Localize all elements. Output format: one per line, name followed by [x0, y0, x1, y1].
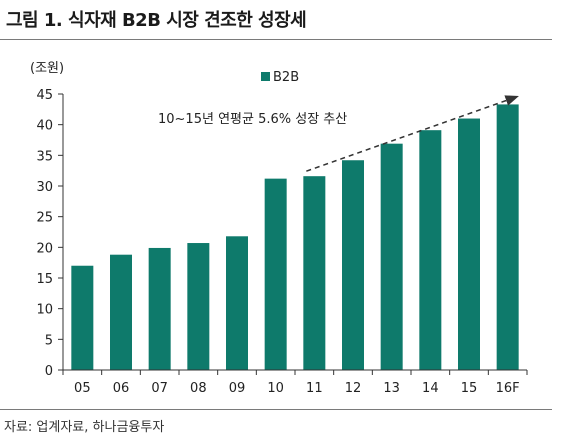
- bottom-rule: [0, 409, 552, 410]
- bar: [110, 254, 132, 370]
- x-tick-label: 05: [74, 381, 91, 396]
- x-tick-label: 06: [113, 381, 130, 396]
- y-tick-label: 20: [36, 241, 53, 256]
- y-tick-label: 45: [36, 88, 53, 103]
- x-tick-label: 08: [190, 381, 207, 396]
- y-tick-label: 30: [36, 180, 53, 195]
- bar: [71, 265, 94, 370]
- source-note: 자료: 업계자료, 하나금융투자: [4, 420, 165, 435]
- legend-swatch: [261, 72, 270, 81]
- bar: [496, 104, 519, 370]
- legend-label: B2B: [273, 70, 299, 85]
- bar: [419, 130, 442, 370]
- bar: [226, 236, 248, 370]
- x-tick-label: 10: [267, 381, 284, 396]
- bar: [187, 243, 210, 370]
- legend: B2B: [261, 70, 299, 85]
- y-tick-label: 35: [36, 149, 53, 164]
- top-rule: [0, 39, 552, 40]
- trend-arrow: [306, 95, 519, 172]
- y-tick-label: 25: [36, 211, 53, 226]
- y-tick-label: 40: [36, 119, 53, 134]
- figure-title: 그림 1. 식자재 B2B 시장 견조한 성장세: [6, 10, 307, 31]
- x-tick-label: 16F: [496, 381, 520, 396]
- bar: [303, 176, 326, 370]
- y-tick-label: 10: [36, 303, 53, 318]
- y-unit-label: (조원): [30, 61, 64, 76]
- x-tick-label: 14: [422, 381, 439, 396]
- x-tick-label: 11: [306, 381, 323, 396]
- bar: [458, 118, 480, 371]
- growth-annotation: 10~15년 연평균 5.6% 성장 추산: [158, 112, 347, 127]
- y-tick-label: 15: [36, 272, 53, 287]
- x-tick-label: 15: [461, 381, 478, 396]
- bar: [148, 247, 171, 370]
- x-tick-label: 13: [383, 381, 400, 396]
- x-tick-label: 12: [345, 381, 362, 396]
- y-tick-label: 5: [45, 333, 53, 348]
- bar: [342, 160, 364, 370]
- y-tick-label: 0: [45, 364, 53, 379]
- x-tick-label: 09: [229, 381, 246, 396]
- x-tick-label: 07: [151, 381, 168, 396]
- bar: [380, 143, 403, 370]
- bar: [264, 178, 287, 370]
